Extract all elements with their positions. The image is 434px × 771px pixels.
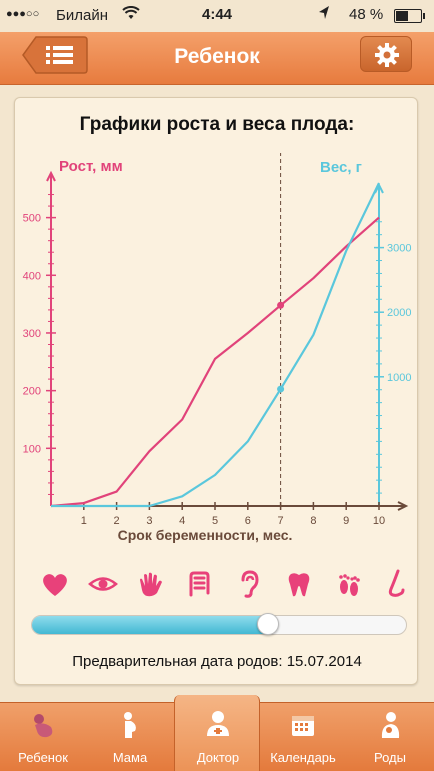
current-point [277, 385, 285, 393]
wifi-icon [122, 6, 140, 24]
slider-thumb[interactable] [256, 613, 279, 635]
tab-label: Календарь [270, 750, 336, 765]
clock: 4:44 [201, 6, 233, 23]
x-axis-tick-label: 5 [212, 515, 218, 527]
right-axis-tick-label: 1000 [387, 372, 411, 384]
current-point [277, 301, 285, 309]
settings-button[interactable] [360, 36, 412, 72]
signal-strength: ●●●○○ [6, 8, 40, 20]
left-axis-tick-label: 200 [23, 386, 41, 398]
weight-series-line [51, 182, 380, 508]
tab-mother-child[interactable]: Роды [347, 703, 433, 771]
gear-icon [375, 43, 399, 67]
left-axis-tick-label: 500 [23, 213, 41, 225]
left-axis-tick-label: 300 [23, 328, 41, 340]
tab-calendar[interactable]: Календарь [260, 703, 346, 771]
left-axis-label: Рост, мм [59, 158, 123, 175]
hand-icon[interactable] [135, 568, 167, 600]
growth-card: Графики роста и веса плода: Рост, мм Вес… [14, 97, 418, 685]
chart-title: Графики роста и веса плода: [79, 114, 355, 135]
x-axis-tick-label: 1 [81, 515, 87, 527]
right-axis-tick-label: 2000 [387, 307, 411, 319]
x-axis-tick-label: 8 [310, 515, 316, 527]
x-axis-arrow [397, 501, 409, 511]
slider-fill [32, 616, 268, 634]
left-axis-tick-label: 400 [23, 270, 41, 282]
ear-icon[interactable] [233, 568, 265, 600]
tab-doctor[interactable]: Доктор [174, 695, 260, 771]
nose-icon[interactable] [381, 568, 413, 600]
left-axis-tick-label: 100 [23, 443, 41, 455]
doctor-icon [204, 709, 232, 737]
baby-icon [29, 711, 57, 739]
right-axis-label: Вес, г [320, 159, 362, 176]
nav-bar: Ребенок [0, 32, 434, 85]
intestine-icon[interactable] [183, 568, 215, 600]
location-arrow-icon [318, 5, 330, 25]
organ-icons [29, 568, 409, 608]
status-bar: ●●●○○ Билайн 4:44 48 % [0, 0, 434, 32]
x-axis-tick-label: 3 [146, 515, 152, 527]
calendar-icon [289, 711, 317, 739]
x-axis-tick-label: 10 [373, 515, 385, 527]
tooth-icon[interactable] [283, 568, 315, 600]
x-axis-tick-label: 4 [179, 515, 185, 527]
tab-bar: Ребенок Мама Доктор Календарь Роды [0, 695, 434, 771]
battery-icon [394, 9, 425, 23]
growth-chart: 100 200 300 400 500 1000 2000 3000 1 2 3 4 5 6 7 8 9 10 Ср… [23, 153, 411, 543]
feet-icon[interactable] [333, 568, 365, 600]
x-axis-label: Срок беременности, мес. [118, 527, 293, 543]
tab-baby[interactable]: Ребенок [0, 703, 86, 771]
tab-label: Роды [374, 750, 406, 765]
mother-child-icon [376, 711, 404, 739]
tab-pregnant[interactable]: Мама [87, 703, 173, 771]
left-axis-arrow [46, 170, 56, 182]
due-date: Предварительная дата родов: 15.07.2014 [72, 653, 362, 670]
heart-icon[interactable] [39, 568, 71, 600]
tab-label: Доктор [196, 750, 240, 765]
eye-icon[interactable] [87, 568, 119, 600]
x-axis-tick-label: 6 [245, 515, 251, 527]
x-axis-tick-label: 2 [114, 515, 120, 527]
right-axis-tick-label: 3000 [387, 243, 411, 255]
menu-button[interactable] [22, 36, 88, 74]
page-title: Ребенок [174, 45, 260, 68]
progress-slider[interactable] [31, 613, 407, 635]
tab-label: Ребенок [18, 750, 68, 765]
battery-percent: 48 % [349, 6, 384, 23]
x-axis-tick-label: 7 [278, 515, 284, 527]
pregnant-icon [116, 711, 144, 739]
x-axis-tick-label: 9 [343, 515, 349, 527]
menu-icon [46, 46, 73, 64]
carrier-name: Билайн [56, 7, 108, 24]
height-series-line [50, 216, 380, 508]
tab-label: Мама [112, 750, 148, 765]
